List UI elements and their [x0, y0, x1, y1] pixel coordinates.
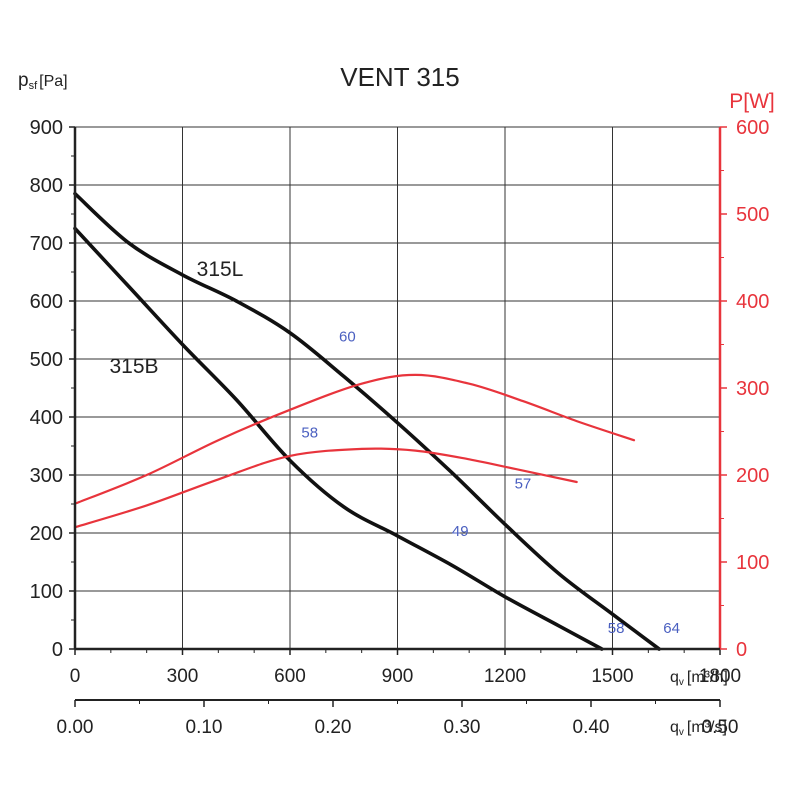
y-left-tick-label: 900	[30, 117, 63, 139]
y-right-tick-label: 300	[736, 378, 769, 400]
annotations: 315L 315B 60 58 57 49 58 64	[109, 258, 679, 637]
x-tick-label-m3h: 1200	[484, 666, 526, 687]
y-left-tick-label: 100	[30, 581, 63, 603]
series-label-315l: 315L	[197, 258, 244, 281]
y-right-tick-label: 400	[736, 291, 769, 313]
x-axis-label-m3h: qv [m³/h]	[670, 669, 728, 688]
y-left-tick-label: 700	[30, 233, 63, 255]
y-left-tick-label: 400	[30, 407, 63, 429]
y-left-tick-label: 500	[30, 349, 63, 371]
y-right-tick-label: 200	[736, 465, 769, 487]
y-right-tick-label: 600	[736, 117, 769, 139]
noise-annotation: 57	[515, 475, 532, 492]
x-axis-label-m3s: qv [m³/s]	[670, 719, 727, 738]
x-tick-label-m3h: 0	[70, 666, 81, 687]
x-m3s-tick-label: 0.20	[315, 717, 352, 738]
y-left-tick-label: 300	[30, 465, 63, 487]
x-m3s-tick-label: 0.40	[573, 717, 610, 738]
pressure-curve-315b	[73, 226, 604, 651]
series-label-315b: 315B	[109, 355, 158, 378]
y-right-tick-label: 0	[736, 639, 747, 661]
ticks	[69, 126, 727, 707]
x-tick-label-m3h: 600	[274, 666, 306, 687]
y-left-tick-label: 800	[30, 175, 63, 197]
noise-annotation: 58	[301, 424, 318, 441]
pressure-curve-315l	[73, 191, 661, 651]
y-left-tick-label: 0	[52, 639, 63, 661]
x-m3s-tick-label: 0.10	[186, 717, 223, 738]
y-right-tick-label: 100	[736, 552, 769, 574]
series-layer	[73, 191, 661, 651]
x-tick-label-m3h: 900	[382, 666, 414, 687]
y-left-tick-label: 200	[30, 523, 63, 545]
chart-title: VENT 315	[340, 62, 459, 92]
noise-annotation: 64	[663, 620, 680, 637]
x-m3s-tick-label: 0.00	[57, 717, 94, 738]
x-tick-label-m3h: 1500	[591, 666, 633, 687]
y-left-tick-label: 600	[30, 291, 63, 313]
noise-annotation: 49	[452, 523, 469, 540]
right-axis-label: P[W]	[729, 90, 775, 113]
noise-annotation: 60	[339, 329, 356, 346]
left-axis-label: psf [Pa]	[18, 70, 68, 92]
x-tick-label-m3h: 1800	[699, 666, 741, 687]
power-curve-2	[73, 447, 578, 529]
x-m3s-tick-label: 0.50	[702, 717, 739, 738]
noise-annotation: 58	[608, 620, 625, 637]
x-m3s-tick-label: 0.30	[444, 717, 481, 738]
grid	[74, 126, 721, 650]
y-right-tick-label: 500	[736, 204, 769, 226]
x-tick-label-m3h: 300	[167, 666, 199, 687]
power-curve-1	[73, 373, 636, 505]
